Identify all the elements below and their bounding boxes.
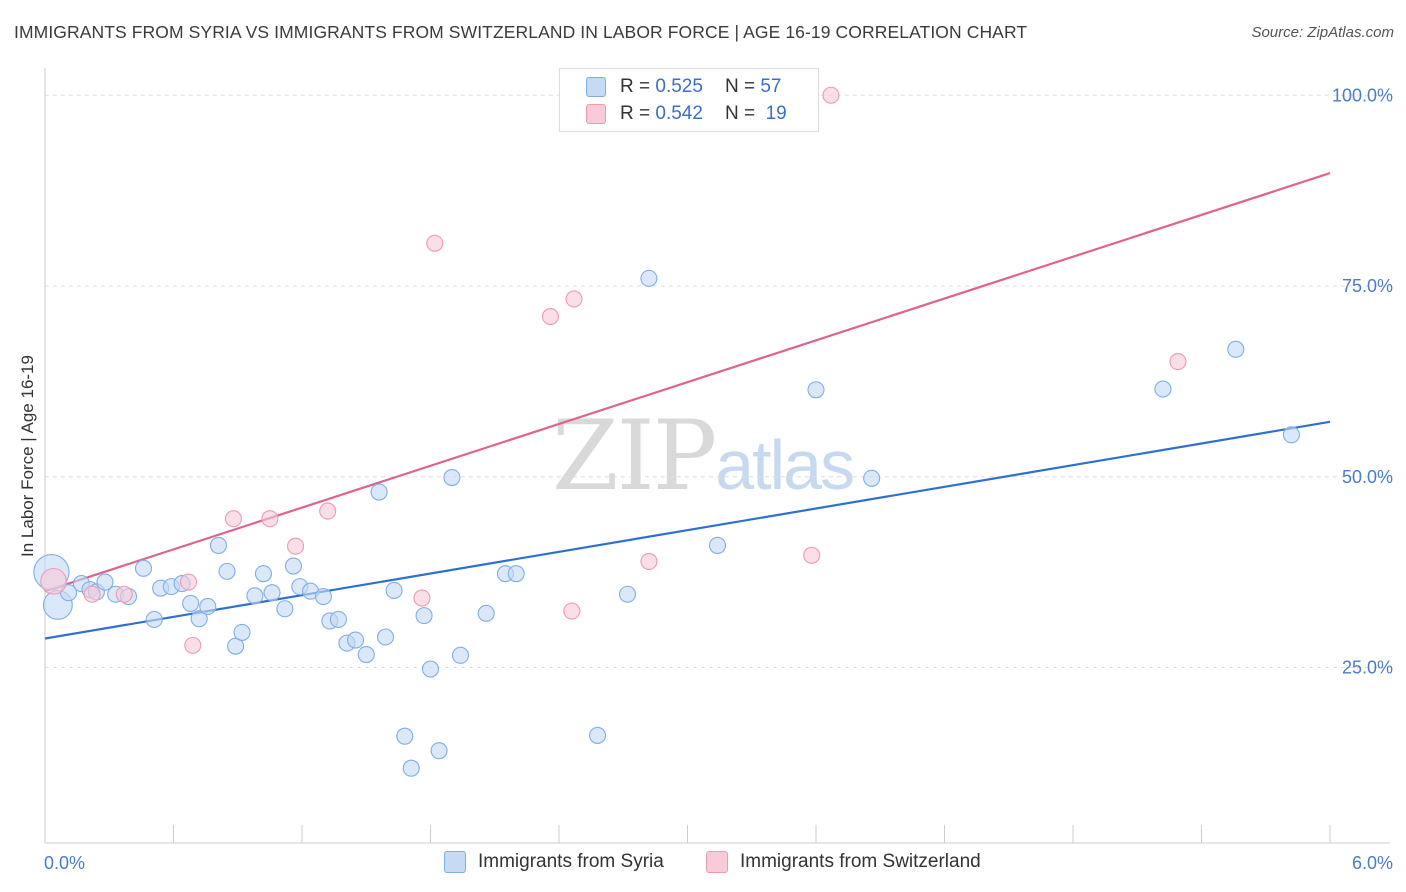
point-switzerland	[541, 307, 559, 326]
point-switzerland	[184, 636, 202, 654]
y-axis-title: In Labor Force | Age 16-19	[18, 355, 37, 557]
point-syria	[402, 759, 420, 777]
point-syria	[507, 565, 525, 583]
point-syria	[199, 597, 217, 616]
watermark: ZIPatlas	[552, 400, 855, 512]
switzerland-r-value: 0.542	[655, 103, 703, 124]
point-switzerland	[1169, 352, 1187, 371]
point-syria	[443, 468, 461, 487]
point-syria	[618, 585, 637, 603]
source-label: Source: ZipAtlas.com	[1251, 24, 1394, 41]
point-syria	[396, 727, 414, 745]
switzerland-n-label: N =	[724, 103, 756, 124]
syria-n-value: 57	[760, 76, 782, 97]
point-syria	[863, 469, 881, 487]
point-syria	[182, 594, 200, 612]
point-syria	[284, 557, 302, 575]
point-switzerland	[115, 585, 133, 603]
point-syria	[134, 559, 153, 577]
point-syria	[233, 623, 251, 641]
syria-swatch-icon	[586, 77, 606, 97]
legend-label-syria: Immigrants from Syria	[478, 851, 664, 872]
point-syria	[430, 742, 448, 760]
legend-row-syria: R = 0.525 N = 57	[586, 74, 781, 100]
syria-n-label: N =	[724, 76, 756, 97]
point-syria	[227, 637, 245, 655]
point-switzerland	[413, 589, 431, 607]
trend-line-switzerland	[44, 172, 1331, 593]
point-syria	[640, 269, 658, 287]
syria-r-label: R =	[620, 76, 651, 97]
point-switzerland	[40, 567, 67, 595]
point-syria	[708, 536, 727, 554]
point-syria	[190, 610, 208, 628]
trend-line-syria	[44, 420, 1331, 640]
axes	[44, 68, 1390, 844]
point-syria	[370, 483, 388, 501]
point-syria	[477, 604, 495, 622]
point-syria	[263, 584, 281, 602]
point-syria	[385, 581, 403, 599]
point-syria	[145, 610, 163, 628]
data-points	[33, 84, 1300, 777]
point-syria	[209, 536, 228, 554]
point-switzerland	[224, 510, 243, 528]
point-switzerland	[803, 546, 821, 564]
point-syria	[1282, 426, 1300, 444]
point-syria	[415, 607, 433, 625]
switzerland-n-value: 19	[765, 103, 787, 124]
x-tick-label-min: 0.0%	[44, 853, 85, 873]
watermark-zip: ZIP	[552, 400, 717, 512]
y-tick-label: 25.0%	[1342, 658, 1393, 678]
point-switzerland	[565, 290, 583, 308]
point-switzerland	[287, 537, 305, 555]
chart-title: IMMIGRANTS FROM SYRIA VS IMMIGRANTS FROM…	[14, 22, 1028, 42]
point-syria	[254, 565, 273, 583]
point-switzerland	[179, 573, 198, 591]
point-switzerland	[822, 86, 840, 104]
point-syria	[376, 628, 395, 646]
point-syria	[421, 660, 440, 678]
point-syria	[246, 587, 264, 605]
syria-legend-swatch-icon	[444, 851, 466, 873]
trend-lines	[44, 172, 1331, 640]
point-syria	[218, 562, 236, 580]
y-tick-label: 75.0%	[1342, 276, 1393, 296]
switzerland-swatch-icon	[586, 104, 606, 124]
point-switzerland	[319, 502, 337, 520]
x-tick-label-max: 6.0%	[1352, 853, 1393, 873]
point-syria	[276, 600, 294, 618]
point-syria	[807, 381, 825, 399]
point-switzerland	[640, 552, 658, 571]
axis-labels: 25.0% 50.0% 75.0% 100.0% 0.0% 6.0% In Labor Fo…	[18, 85, 1393, 873]
point-syria	[1154, 380, 1172, 398]
switzerland-r-label: R =	[620, 103, 651, 124]
point-switzerland	[261, 510, 279, 528]
point-syria	[1227, 340, 1245, 358]
point-syria	[588, 726, 607, 744]
point-syria	[357, 645, 375, 664]
y-tick-label: 50.0%	[1342, 467, 1393, 487]
legend-label-switzerland: Immigrants from Switzerland	[740, 851, 981, 872]
point-switzerland	[83, 585, 101, 603]
y-tick-label: 100.0%	[1332, 85, 1393, 105]
legend-item-switzerland: Immigrants from Switzerland	[706, 851, 981, 873]
point-syria	[329, 610, 347, 628]
gridlines	[45, 94, 1392, 669]
point-syria	[314, 588, 332, 606]
point-switzerland	[563, 602, 581, 620]
point-syria	[451, 646, 470, 664]
stats-legend: R = 0.525 N = 57 R = 0.542 N = 19	[559, 68, 819, 132]
legend-item-syria: Immigrants from Syria	[444, 851, 664, 873]
legend-row-switzerland: R = 0.542 N = 19	[586, 101, 787, 127]
watermark-atlas: atlas	[715, 426, 855, 504]
series-legend: Immigrants from Syria Immigrants from Sw…	[0, 851, 1406, 877]
point-syria	[96, 573, 114, 591]
point-switzerland	[426, 234, 444, 252]
syria-r-value: 0.525	[655, 76, 703, 97]
point-syria	[346, 631, 365, 649]
switzerland-legend-swatch-icon	[706, 851, 728, 873]
